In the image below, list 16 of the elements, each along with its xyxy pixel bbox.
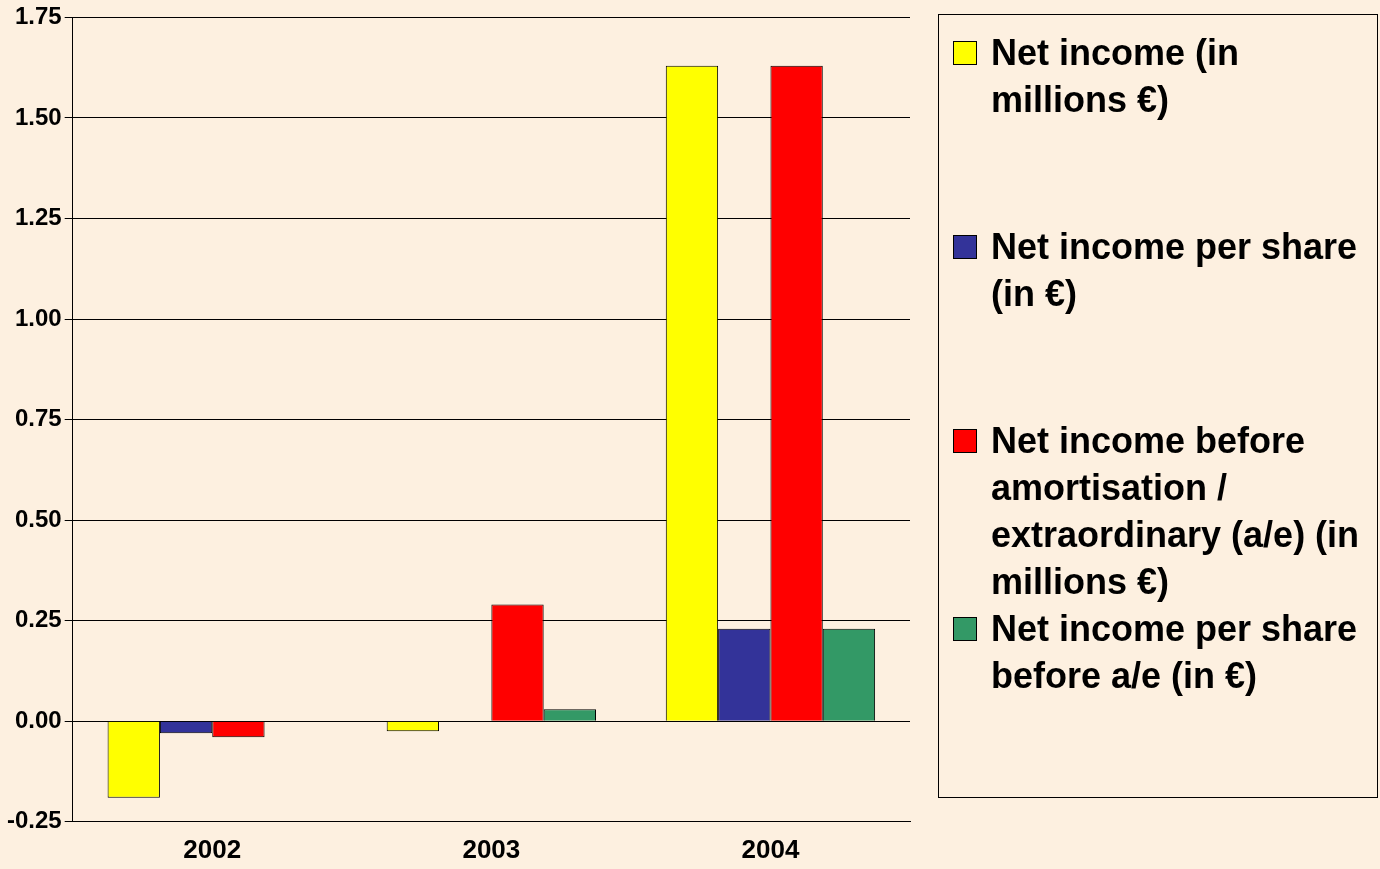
y-tick-label: 0.50 (14, 504, 62, 532)
y-tick-label: 1.50 (14, 102, 62, 130)
y-tick-label: 1.00 (14, 303, 62, 331)
legend-label: Net income before amortisation / extraordinary (a/e) (in millions €) (991, 419, 1361, 604)
y-tick-label: 0.75 (14, 404, 62, 432)
legend-label: Net income per share (in €) (991, 225, 1359, 316)
y-tick-label: 1.25 (14, 203, 62, 231)
x-tick-label: 2004 (741, 833, 800, 864)
x-tick-label: 2003 (462, 833, 521, 864)
legend-label: Net income (in millions €) (991, 31, 1241, 122)
y-tick-label: 1.75 (14, 2, 62, 30)
legend-label: Net income per share before a/e (in €) (991, 607, 1359, 698)
y-tick-label: 0.25 (14, 605, 62, 633)
y-tick-label: -0.25 (7, 806, 62, 834)
y-tick-label: 0.00 (14, 705, 62, 733)
x-tick-label: 2002 (183, 833, 242, 864)
